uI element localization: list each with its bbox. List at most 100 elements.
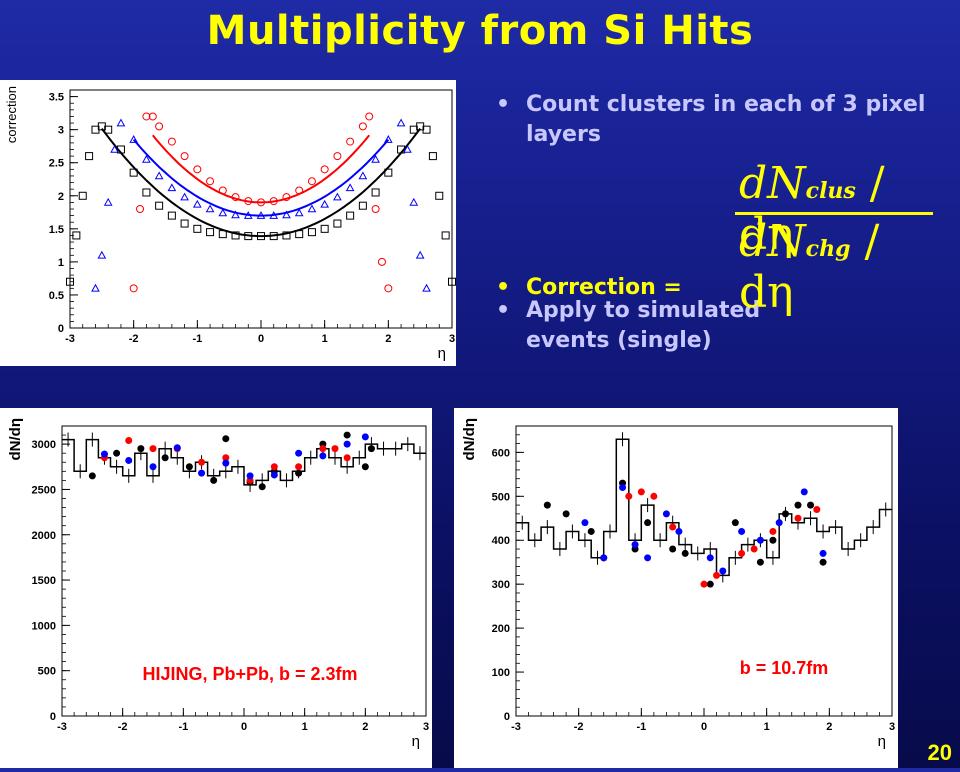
dndeta-plot-central: -3 -2 -1 0 1 2 3 0 500 1000 1500 2000 2500 3000 η dN/dη… [7,418,429,750]
x-tick-label: 1 [764,721,770,733]
data-point [103,197,113,206]
x-tick-label: 0 [241,721,247,733]
y-tick-label: 2000 [32,530,56,542]
x-tick-label: 2 [385,333,391,345]
data-point [206,177,215,186]
data-point [257,198,265,207]
x-tick-label: -3 [511,721,521,733]
data-point [346,211,355,220]
bullet-dot-icon: • [496,298,511,323]
data-point [581,519,589,527]
data-point [543,501,551,509]
data-point [222,435,230,443]
data-point [142,154,151,163]
data-point [129,284,138,293]
y-tick-label: 600 [492,447,510,459]
data-point [125,456,133,464]
data-point [295,230,304,239]
x-tick-label: 1 [322,333,328,345]
data-point [222,459,230,467]
data-point [719,567,727,575]
data-point [675,527,683,535]
data-point [142,188,151,197]
fit-curve [152,134,370,204]
page-number: 20 [927,740,952,765]
y-axis-label: correction [4,86,19,143]
data-point [361,433,369,441]
data-point [384,168,393,177]
x-tick-label: -1 [636,721,646,733]
y-axis-label: dN/dη [461,418,478,461]
data-point [307,228,316,237]
data-point [371,205,380,213]
x-tick-label: 2 [362,721,368,733]
plot-frame [69,89,453,329]
data-point [756,558,764,566]
x-axis-label: η [438,345,446,362]
data-point [173,444,181,452]
histogram-line [62,438,426,486]
numerator-sub: clus [805,178,856,204]
data-point [218,186,227,195]
data-point [180,152,189,161]
data-point [167,183,177,192]
data-point [769,536,777,544]
correction-plot-panel: -3 -2 -1 0 1 2 3 0 0.5 1 1.5 2 2.5 3 3.5 η correction [0,80,456,366]
data-point [136,205,145,213]
x-tick-label: -1 [178,721,188,733]
dndeta-plot-peripheral: -3 -2 -1 0 1 2 3 0 100 200 300 400 500 600 η dN/dη b = 1… [461,418,895,750]
data-point [422,283,431,292]
data-point [713,571,721,579]
data-point [198,469,206,477]
y-tick-label: 1.5 [49,224,64,236]
y-tick-label: 500 [492,491,510,503]
data-point [231,210,240,219]
y-tick-label: 0.5 [49,290,64,302]
formula-numerator: dNclus / dη [739,158,935,260]
data-point [256,211,266,219]
data-point [282,210,291,219]
data-point [428,152,437,161]
data-point [731,519,739,527]
y-tick-label: 3 [58,125,64,137]
y-axis-label: dN/dη [7,418,24,461]
data-point [800,488,808,496]
data-point [129,135,139,143]
y-tick-label: 3.5 [49,92,64,104]
data-point [706,554,714,562]
data-point [415,250,425,259]
data-point [358,201,367,210]
data-point [669,545,677,553]
y-tick-label: 2500 [32,484,56,496]
data-point [756,536,764,544]
data-point [269,211,279,219]
data-point [769,527,777,535]
data-point [137,445,145,453]
data-point [669,523,677,531]
data-point [66,277,74,286]
plot-frame [515,425,893,717]
x-tick-label: 3 [449,333,455,345]
data-point [750,545,758,553]
data-point [155,122,164,131]
data-point [619,484,627,492]
data-point [320,224,329,233]
data-point [116,145,125,154]
data-point [384,284,393,293]
data-point [97,250,107,259]
slide-title: Multiplicity from Si Hits [206,8,754,54]
data-point [148,112,157,121]
data-point [819,549,827,557]
data-point [383,135,393,143]
data-point [307,177,316,186]
data-point [78,191,87,200]
data-point [781,510,789,518]
data-point [85,152,94,161]
y-tick-label: 400 [492,535,510,547]
y-tick-label: 3000 [32,439,56,451]
data-point [371,188,380,197]
data-point [343,454,351,462]
data-point [294,208,304,217]
data-point [794,514,802,522]
data-point [269,232,278,241]
